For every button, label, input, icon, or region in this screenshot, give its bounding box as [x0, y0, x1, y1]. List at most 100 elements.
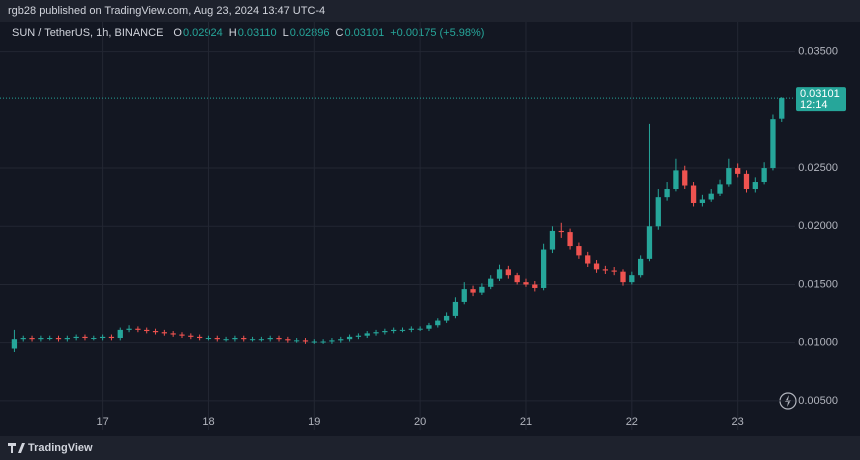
candle-body — [726, 168, 732, 185]
candle-body — [170, 333, 176, 335]
candle-body — [267, 338, 273, 340]
candle-body — [64, 338, 70, 340]
candle-body — [708, 193, 714, 200]
header-bar — [0, 0, 860, 22]
candle-body — [664, 189, 670, 198]
candle-body — [602, 269, 609, 271]
price-tag — [796, 87, 846, 112]
candle-body — [320, 341, 326, 343]
candle-body — [779, 98, 785, 119]
candle-body — [488, 278, 494, 287]
candle-body — [593, 263, 600, 270]
candle-body — [373, 332, 379, 334]
price-tag-value: 0.03101 — [800, 88, 840, 100]
legend-key: O — [173, 27, 182, 39]
candle-body — [567, 232, 573, 247]
ohlc-legend: O 0.02924 H 0.03110 L 0.02896 C 0.03101 +0.00175… — [173, 27, 484, 39]
candle-body — [461, 289, 467, 302]
candle-body — [364, 333, 370, 336]
x-tick-label: 19 — [308, 416, 320, 428]
symbol: SUN / TetherUS, 1h, BINANCE — [12, 27, 163, 39]
x-tick-label: 23 — [732, 416, 744, 428]
candle-body — [735, 168, 741, 174]
candle-body — [540, 249, 547, 288]
candle-body — [117, 329, 123, 339]
candle-body — [382, 331, 388, 333]
candle-body — [249, 339, 256, 341]
candle-body — [355, 335, 362, 337]
candle-body — [55, 338, 62, 340]
legend-key: H — [229, 27, 237, 39]
candle-body — [294, 340, 300, 342]
candle-body — [646, 226, 653, 259]
candle-body — [549, 230, 556, 250]
candle-body — [514, 275, 520, 283]
published: rgb28 published on TradingView.com, Aug … — [8, 5, 325, 17]
candle-body — [690, 185, 697, 203]
candle-body — [743, 173, 750, 190]
candle-body — [620, 271, 626, 283]
candle-body — [82, 336, 88, 339]
candle-body — [223, 339, 229, 341]
candle-body — [205, 338, 212, 340]
candle-body — [258, 339, 265, 341]
candle-body — [20, 338, 26, 340]
candle-body — [47, 338, 53, 340]
x-tick-label: 17 — [96, 416, 108, 428]
candle-body — [91, 338, 97, 340]
candle-body — [717, 184, 723, 194]
legend-value: 0.03110 — [238, 27, 277, 39]
candle-body — [770, 119, 776, 169]
candle-body — [99, 336, 106, 339]
candle-body — [188, 335, 194, 337]
y-tick-label: 0.00500 — [798, 395, 838, 407]
candle-body — [558, 230, 564, 233]
price-tag-countdown: 12:14 — [800, 99, 828, 111]
candle-body — [417, 328, 423, 330]
candle-body — [585, 255, 591, 264]
candle-body — [135, 328, 141, 330]
candle-body — [276, 338, 282, 340]
candle-body — [161, 332, 167, 334]
candle-body — [523, 282, 529, 285]
y-tick-label: 0.03500 — [798, 46, 838, 58]
brand: TradingView — [28, 442, 93, 454]
legend-key: L — [283, 27, 289, 39]
y-tick-label: 0.01500 — [798, 278, 838, 290]
candle-body — [126, 328, 132, 330]
candle-body — [629, 275, 635, 283]
legend-change: +0.00175 (+5.98%) — [390, 27, 484, 39]
candle-body — [682, 170, 688, 186]
candle-body — [399, 329, 406, 331]
legend-value: 0.02924 — [183, 27, 223, 39]
legend-key: C — [336, 27, 344, 39]
candle-body — [505, 269, 511, 276]
candle-body — [179, 334, 185, 336]
y-tick-label: 0.02500 — [798, 162, 838, 174]
candle-body — [699, 199, 706, 203]
y-tick-label: 0.02000 — [798, 220, 838, 232]
x-tick-label: 20 — [414, 416, 426, 428]
candle-body — [311, 341, 317, 343]
candle-body — [285, 339, 291, 341]
legend-value: 0.03101 — [344, 27, 384, 39]
candle-body — [673, 170, 679, 190]
candle-body — [761, 168, 767, 183]
brand-logo — [8, 443, 25, 453]
candle-body — [214, 338, 220, 340]
candle-body — [329, 340, 335, 342]
candle-body — [11, 339, 18, 349]
candle-body — [435, 320, 441, 326]
candle-body — [443, 315, 450, 321]
candle-body — [232, 338, 238, 340]
x-tick-label: 22 — [626, 416, 638, 428]
candle-body — [426, 325, 432, 329]
candle-body — [152, 331, 159, 333]
candle-body — [302, 340, 309, 342]
candle-body — [576, 246, 582, 256]
candle-body — [241, 338, 247, 340]
candle-body — [408, 328, 414, 330]
